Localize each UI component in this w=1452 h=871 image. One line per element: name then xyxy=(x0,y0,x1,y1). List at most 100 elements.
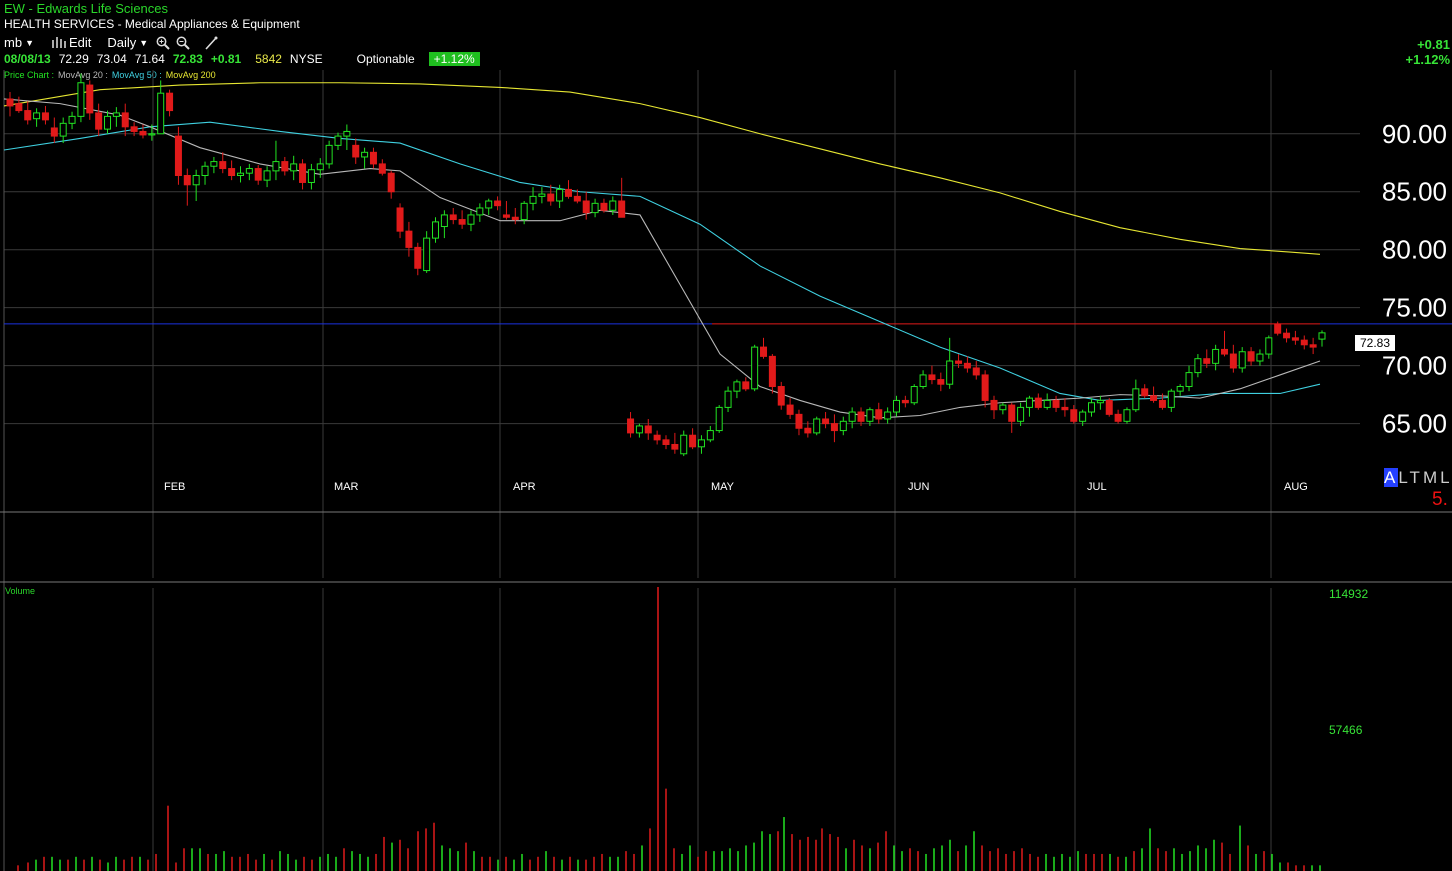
candle-body xyxy=(1141,388,1149,397)
candle-body xyxy=(148,133,156,136)
candle-body xyxy=(813,418,821,434)
candle-body xyxy=(582,200,590,214)
candle-body xyxy=(830,423,838,432)
candle-body xyxy=(556,188,564,202)
draw-line-icon[interactable] xyxy=(204,36,218,50)
ma50-line xyxy=(3,121,1321,401)
alert-l1[interactable]: L xyxy=(1398,468,1410,487)
candle-body xyxy=(1105,399,1113,415)
candle-body xyxy=(1220,348,1228,355)
candle-body xyxy=(742,381,750,390)
alert-toolbar: ALTML xyxy=(1384,468,1452,488)
candle-body xyxy=(219,161,227,170)
candle-body xyxy=(671,443,679,450)
candle-body xyxy=(1176,386,1184,392)
candle-body xyxy=(112,112,120,117)
candle-body xyxy=(440,214,448,228)
candle-body xyxy=(130,126,138,132)
candle-body xyxy=(316,163,324,171)
candle-body xyxy=(1114,413,1122,422)
candle-body xyxy=(24,110,32,121)
candle-body xyxy=(972,367,980,376)
candle-body xyxy=(33,112,41,120)
candle-body xyxy=(334,135,342,146)
candle-body xyxy=(1203,358,1211,364)
price-tick: 85.00 xyxy=(1382,177,1447,207)
account-dropdown[interactable]: mb ▼ xyxy=(4,35,34,50)
candle-body xyxy=(538,193,546,197)
candle-body xyxy=(1079,411,1087,422)
chart-grid xyxy=(4,70,1360,871)
legend-ma50[interactable]: MovAvg 50 : xyxy=(111,70,162,80)
candle-body xyxy=(644,425,652,434)
legend-price-chart[interactable]: Price Chart : xyxy=(4,70,55,80)
candle-body xyxy=(627,418,635,434)
ma20-line xyxy=(3,98,1321,419)
month-label: FEB xyxy=(164,481,185,493)
side-red-value: 5. xyxy=(1432,489,1448,510)
candle-body xyxy=(378,163,386,174)
indicator-legend: Price Chart : MovAvg 20 : MovAvg 50 : Mo… xyxy=(4,70,216,80)
zoom-in-icon[interactable] xyxy=(156,36,170,50)
volume-bars xyxy=(17,587,1321,871)
candle-body xyxy=(591,202,599,214)
candle-body xyxy=(86,84,94,114)
candle-body xyxy=(139,130,147,136)
candle-body xyxy=(697,439,705,448)
candle-body xyxy=(458,219,466,225)
candle-body xyxy=(609,200,617,211)
volume-mid-tick: 57466 xyxy=(1329,723,1363,737)
candle-body xyxy=(1061,406,1069,411)
candle-body xyxy=(866,409,874,422)
candle-body xyxy=(600,202,608,211)
legend-ma200[interactable]: MovAvg 200 xyxy=(165,70,216,80)
candle-body xyxy=(41,112,49,121)
volume-label: Volume xyxy=(5,586,36,596)
candle-body xyxy=(1265,337,1273,355)
quote-bar: 08/08/13 72.29 73.04 71.64 72.83 +0.81 5… xyxy=(4,52,480,66)
month-label: JUL xyxy=(1087,481,1107,493)
candle-body xyxy=(1256,353,1264,362)
candle-body xyxy=(777,386,785,406)
account-label: mb xyxy=(4,35,23,50)
alert-t[interactable]: T xyxy=(1409,468,1423,487)
alert-a[interactable]: A xyxy=(1384,468,1399,487)
candle-body xyxy=(529,195,537,204)
alert-m[interactable]: M xyxy=(1422,468,1441,487)
candle-body xyxy=(68,115,76,124)
sector-subtitle[interactable]: HEALTH SERVICES - Medical Appliances & E… xyxy=(4,17,300,31)
period-dropdown[interactable]: Daily ▼ xyxy=(107,35,148,50)
chart-bars-icon xyxy=(51,37,66,48)
candle-body xyxy=(822,418,830,425)
candle-body xyxy=(1150,395,1158,401)
candle-body xyxy=(715,406,723,432)
right-change: +0.81 xyxy=(1417,37,1450,52)
candle-body xyxy=(325,144,333,165)
candle-body xyxy=(1034,397,1042,408)
candle-body xyxy=(1247,351,1255,362)
candle-body xyxy=(476,207,484,216)
candle-body xyxy=(272,161,280,172)
candle-body xyxy=(245,168,253,174)
candle-body xyxy=(1123,409,1131,422)
month-label: AUG xyxy=(1284,481,1308,493)
candle-body xyxy=(892,399,900,413)
candle-body xyxy=(733,381,741,392)
candle-body xyxy=(901,399,909,404)
candle-body xyxy=(573,195,581,202)
candle-body xyxy=(760,346,768,357)
legend-ma20[interactable]: MovAvg 20 : xyxy=(58,70,108,80)
candle-body xyxy=(653,434,661,441)
month-label: MAR xyxy=(334,481,359,493)
candle-body xyxy=(804,427,812,434)
candle-body xyxy=(919,374,927,388)
candle-body xyxy=(1096,399,1104,404)
alert-l2[interactable]: L xyxy=(1440,468,1452,487)
candle-body xyxy=(981,374,989,401)
candle-body xyxy=(423,237,431,272)
edit-button[interactable]: Edit xyxy=(51,35,91,50)
zoom-out-icon[interactable] xyxy=(176,36,190,50)
price-tick: 80.00 xyxy=(1382,235,1447,265)
candle-body xyxy=(848,411,856,422)
